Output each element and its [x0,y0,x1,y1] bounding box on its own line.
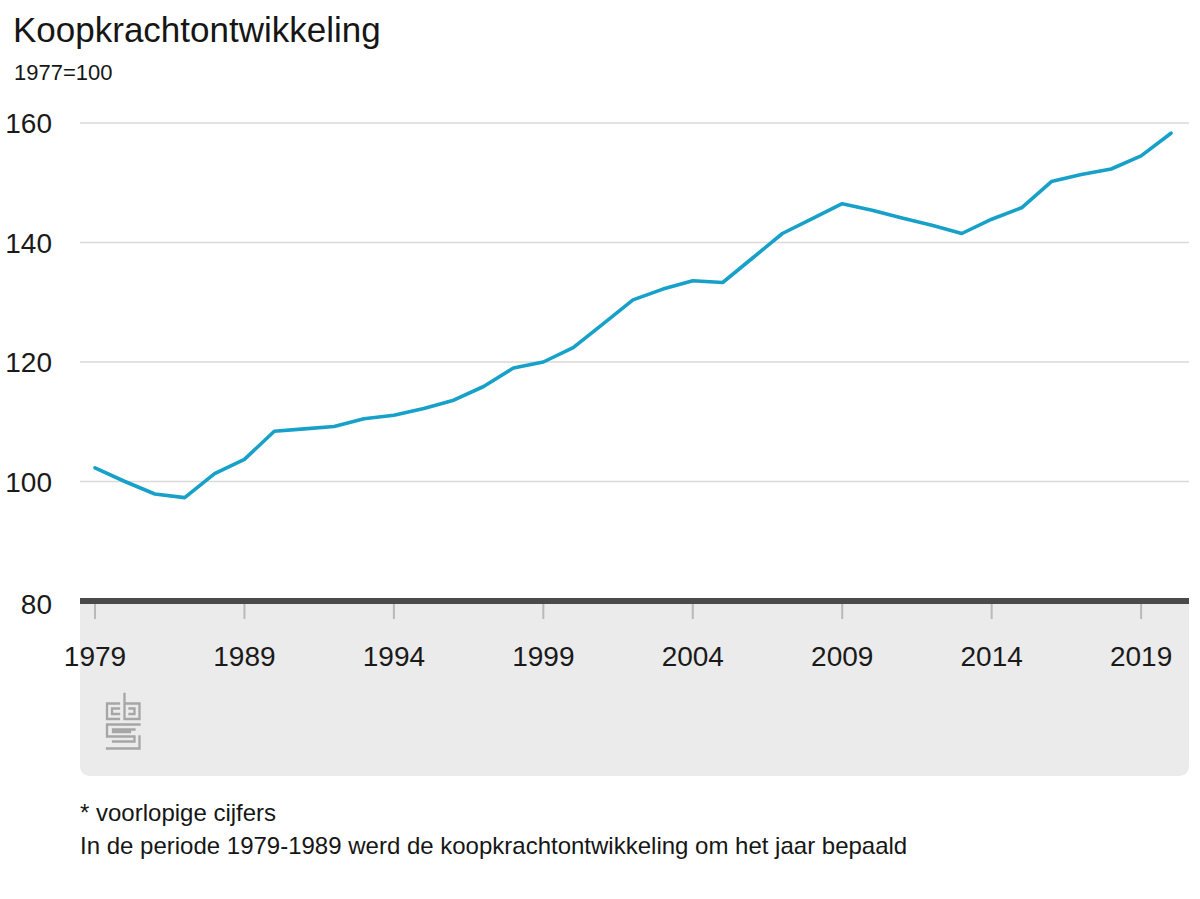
y-tick-label-80: 80 [21,589,52,620]
plot-area: 160 140 120 100 80 1979 1989 1994 1999 2004 2009 2… [0,0,1200,899]
x-tick-label-2014: 2014 [961,641,1023,672]
x-tick-1999 [542,604,544,619]
x-tick-label-1989: 1989 [213,641,275,672]
chart-figure: Koopkrachtontwikkeling 1977=100 16014012… [0,0,1200,899]
gridlines [80,123,1189,482]
y-tick-label-140: 140 [5,228,52,259]
x-tick-label-2009: 2009 [811,641,873,672]
x-tick-label-1979: 1979 [64,641,126,672]
x-tick-label-1994: 1994 [363,641,425,672]
footnote-period: In de periode 1979-1989 werd de koopkrac… [80,829,907,862]
x-axis-band [80,604,1189,776]
x-tick-2019 [1140,604,1142,619]
x-tick-2014 [991,604,993,619]
x-tick-2009 [841,604,843,619]
series-line-koopkracht [95,133,1171,497]
x-tick-1989 [243,604,245,619]
x-tick-label-2004: 2004 [662,641,724,672]
y-tick-label-100: 100 [5,467,52,498]
x-tick-2004 [692,604,694,619]
x-tick-label-1999: 1999 [512,641,574,672]
y-axis-labels: 160 140 120 100 80 [5,108,52,620]
x-tick-label-2019: 2019 [1110,641,1172,672]
y-tick-label-160: 160 [5,108,52,139]
x-tick-1979 [94,604,96,619]
y-tick-label-120: 120 [5,347,52,378]
footnotes: * voorlopige cijfers In de periode 1979-… [80,796,907,862]
x-tick-1994 [393,604,395,619]
x-axis-line [80,598,1189,604]
footnote-preliminary: * voorlopige cijfers [80,796,907,829]
